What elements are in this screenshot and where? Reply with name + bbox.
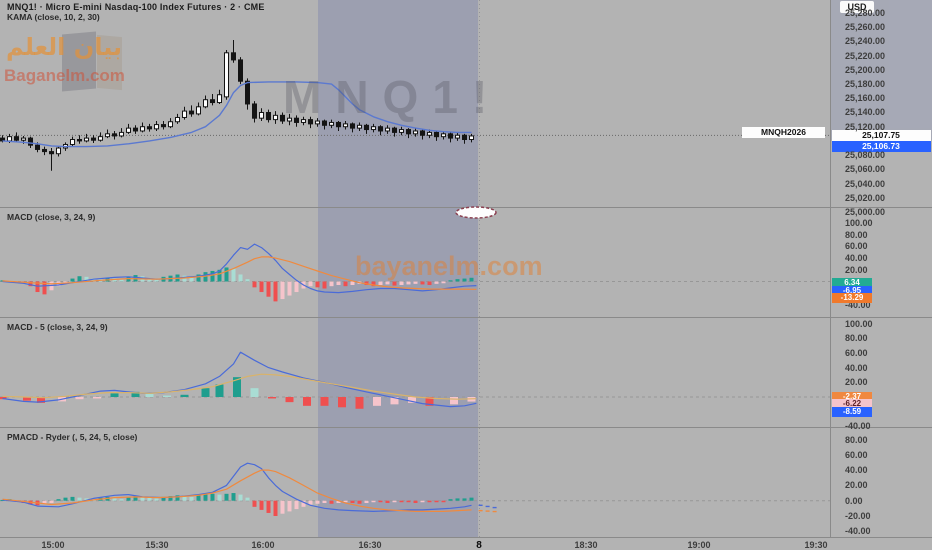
time-tick-label: 16:00 bbox=[251, 540, 275, 550]
price-axis-session-tint bbox=[831, 0, 932, 140]
indicator-value-label: -13.29 bbox=[832, 293, 872, 303]
indicator-value-label: -2.37 bbox=[832, 391, 872, 402]
indicator-tick-label: -20.00 bbox=[845, 511, 871, 521]
time-tick-label: 16:30 bbox=[358, 540, 382, 550]
legend-macd5[interactable]: MACD - 5 (close, 3, 24, 9) bbox=[7, 322, 108, 332]
legend-kama[interactable]: KAMA (close, 10, 2, 30) bbox=[7, 12, 100, 22]
watermark-site: bayanelm.com bbox=[355, 251, 543, 281]
price-tick-label: 25,220.00 bbox=[845, 50, 886, 61]
indicator-tick-label: 60.00 bbox=[845, 347, 868, 358]
indicator-tick-label: 80.00 bbox=[845, 434, 868, 445]
price-tick-label: 25,060.00 bbox=[845, 164, 886, 175]
indicator-tick-label: 60.00 bbox=[845, 449, 868, 460]
price-tick-label: 25,120.00 bbox=[845, 121, 886, 132]
time-tick-label: 18:30 bbox=[574, 540, 598, 550]
price-tick-label: 25,180.00 bbox=[845, 79, 886, 90]
indicator-tick-label: 20.00 bbox=[845, 264, 868, 275]
time-tick-label: 19:30 bbox=[804, 540, 828, 550]
watermark-logo-english: Baganelm.com bbox=[4, 66, 125, 85]
indicator-tick-label: 0.00 bbox=[845, 495, 863, 506]
legend-macd[interactable]: MACD (close, 3, 24, 9) bbox=[7, 212, 96, 222]
legend-symbol[interactable]: MNQ1! · Micro E-mini Nasdaq-100 Index Fu… bbox=[7, 2, 265, 12]
time-tick-label: 15:30 bbox=[145, 540, 169, 550]
indicator-tick-label: 80.00 bbox=[845, 229, 868, 240]
indicator-value-label: -8.59 bbox=[832, 406, 872, 417]
indicator-tick-label: -40.00 bbox=[845, 526, 871, 537]
price-tick-label: 25,140.00 bbox=[845, 107, 886, 118]
indicator-tick-label: 40.00 bbox=[845, 253, 868, 264]
indicator-tick-label: -40.00 bbox=[845, 421, 871, 432]
price-tick-label: 25,240.00 bbox=[845, 36, 886, 47]
countdown-price-label: 25,107.75 bbox=[831, 130, 931, 141]
contract-label: MNQH2026 bbox=[742, 127, 825, 138]
price-tick-label: 25,040.00 bbox=[845, 178, 886, 189]
price-tick-label: 25,020.00 bbox=[845, 192, 886, 203]
indicator-tick-label: 40.00 bbox=[845, 362, 868, 373]
price-tick-label: 25,280.00 bbox=[845, 8, 886, 18]
indicator-tick-label: 20.00 bbox=[845, 377, 868, 388]
price-tick-label: 25,200.00 bbox=[845, 64, 886, 75]
indicator-tick-label: 80.00 bbox=[845, 333, 868, 344]
day-change-label: 8 bbox=[476, 540, 482, 550]
indicator-tick-label: 60.00 bbox=[845, 241, 868, 252]
last-price-label: 25,106.73 bbox=[831, 141, 931, 152]
time-tick-label: 19:00 bbox=[687, 540, 711, 550]
indicator-tick-label: 100.00 bbox=[845, 218, 873, 228]
price-tick-label: 25,160.00 bbox=[845, 93, 886, 104]
indicator-tick-label: -40.00 bbox=[845, 299, 871, 310]
currency-button[interactable]: USD bbox=[840, 1, 874, 13]
indicator-tick-label: 20.00 bbox=[845, 480, 868, 491]
price-tick-label: 25,260.00 bbox=[845, 22, 886, 33]
indicator-value-label: -6.95 bbox=[832, 285, 872, 296]
watermark-symbol: MNQ1! bbox=[283, 71, 502, 123]
indicator-tick-label: 40.00 bbox=[845, 465, 868, 476]
indicator-tick-label: 100.00 bbox=[845, 318, 873, 329]
indicator-value-label: 6.34 bbox=[832, 278, 872, 288]
watermark-logo-arabic: بيان العلم bbox=[6, 33, 123, 61]
time-axis[interactable]: 15:00 15:30 16:00 16:30 8 18:30 19:00 19:30 bbox=[0, 537, 932, 550]
indicator-value-label: -6.22 bbox=[832, 399, 872, 409]
price-tick-label: 25,000.00 bbox=[845, 206, 886, 217]
price-tick-label: 25,080.00 bbox=[845, 150, 886, 161]
time-tick-label: 15:00 bbox=[41, 540, 65, 550]
legend-pmacd[interactable]: PMACD - Ryder (, 5, 24, 5, close) bbox=[7, 432, 138, 442]
